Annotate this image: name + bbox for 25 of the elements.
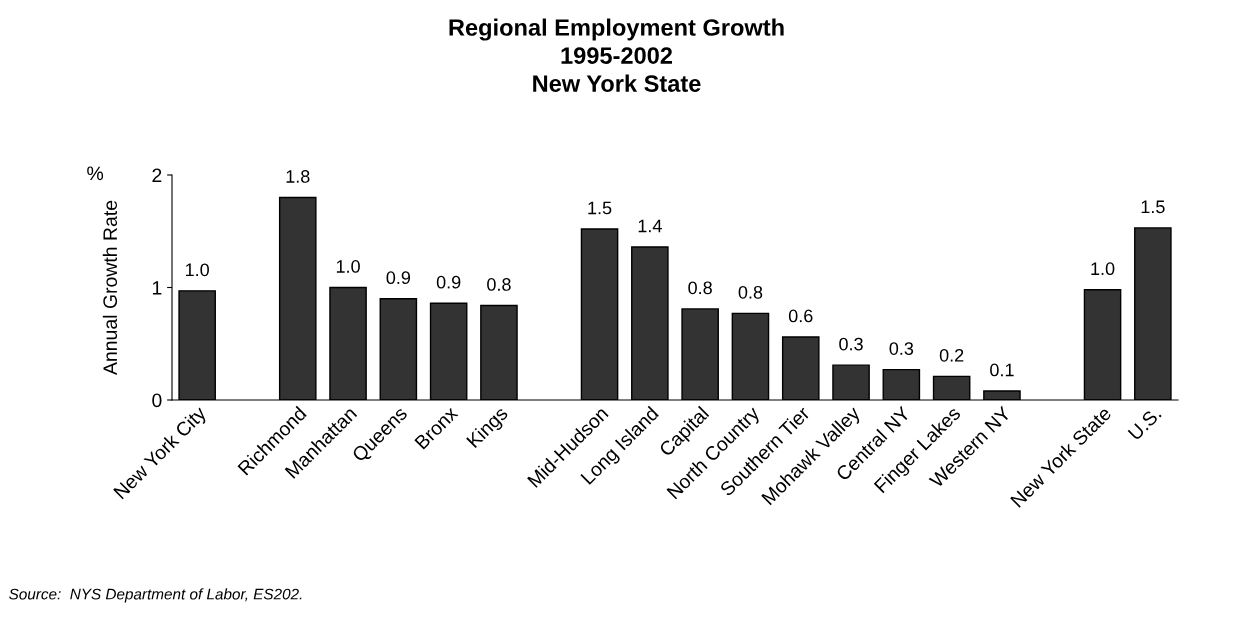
data-label: 1.0 (1091, 262, 1115, 276)
data-label: 1.4 (638, 219, 662, 233)
text: % (87, 166, 104, 181)
data-label: 0.3 (889, 342, 914, 355)
y-axis-title: Annual Growth Rate (102, 200, 118, 375)
y-tick-label: 0 (152, 393, 162, 408)
data-label: 0.8 (738, 285, 763, 299)
source-note: Source: NYS Department of Labor, ES202. (9, 588, 302, 603)
y-tick-label: 1 (152, 281, 162, 295)
data-label: 0.9 (386, 271, 411, 285)
data-label: 1.5 (588, 201, 612, 215)
data-label: 1.5 (1141, 200, 1165, 214)
data-label: 0.9 (436, 275, 461, 289)
y-tick-label: 2 (152, 168, 162, 183)
data-label: 1.8 (286, 170, 310, 183)
data-label: 0.8 (688, 281, 712, 295)
data-label: 0.2 (939, 348, 964, 362)
data-label: 0.1 (990, 363, 1014, 377)
data-label: 1.0 (185, 263, 209, 277)
x-tick-label: U.S. (1127, 406, 1162, 441)
data-label: 0.3 (839, 337, 863, 351)
data-label: 0.6 (788, 309, 813, 323)
data-label: 1.0 (336, 260, 360, 273)
data-label: 0.8 (487, 278, 511, 291)
chart-title: Regional Employment Growth 1995-2002 New York State (449, 18, 784, 92)
